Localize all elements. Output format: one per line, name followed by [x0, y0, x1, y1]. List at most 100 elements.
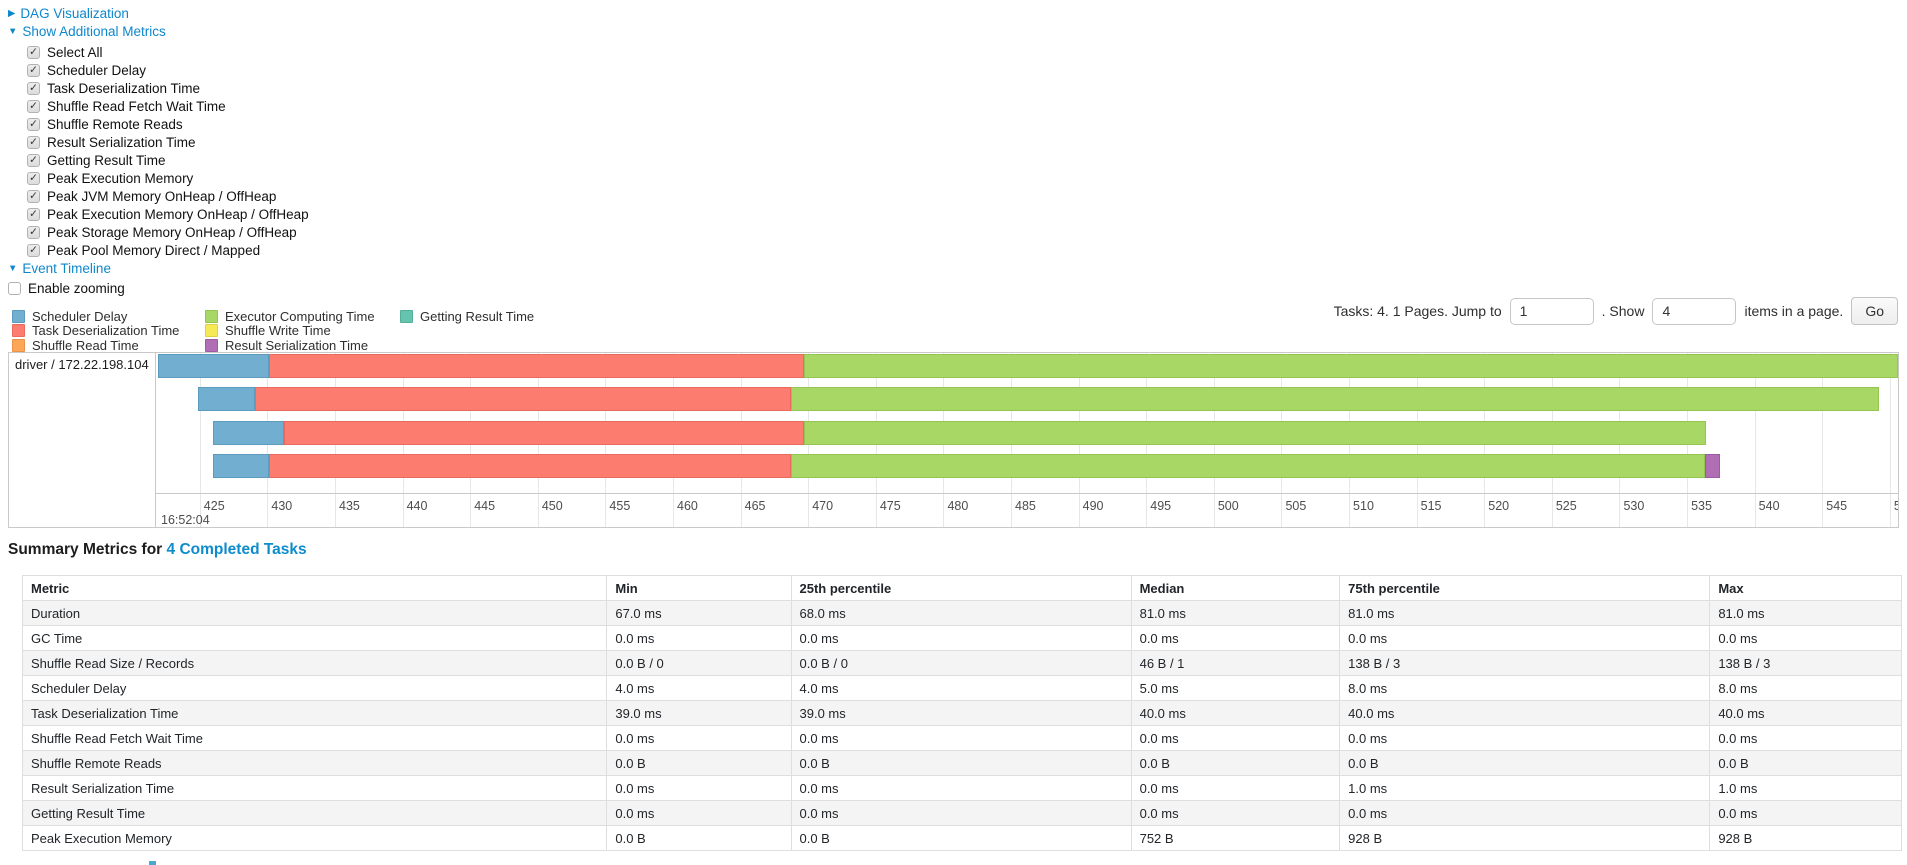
column-header-max: Max [1709, 575, 1902, 601]
timeline-segment-executor_computing[interactable] [804, 421, 1706, 445]
legend-item-task-deserialization-time: Task Deserialization Time [12, 323, 179, 338]
legend-label: Executor Computing Time [225, 308, 375, 324]
timeline-segment-task_deserialization[interactable] [268, 354, 805, 378]
metric-value-cell: 0.0 B / 0 [790, 650, 1132, 676]
metric-checkbox-peak-storage-memory-onheap-offheap[interactable]: ✓ Peak Storage Memory OnHeap / OffHeap [27, 223, 309, 241]
task-timeline-bar [156, 387, 1898, 411]
section-toggle-event-timeline[interactable]: ▼ Event Timeline [8, 261, 111, 276]
metric-checkbox-scheduler-delay[interactable]: ✓ Scheduler Delay [27, 61, 309, 79]
metric-checkbox-peak-execution-memory[interactable]: ✓ Peak Execution Memory [27, 169, 309, 187]
checkbox-checked-icon[interactable]: ✓ [27, 207, 40, 221]
metric-checkbox-task-deserialization-time[interactable]: ✓ Task Deserialization Time [27, 79, 309, 97]
axis-tick-label: 495 [1150, 499, 1172, 513]
checkbox-checked-icon[interactable]: ✓ [27, 135, 40, 149]
axis-tick-label: 540 [1758, 499, 1780, 513]
legend-swatch-icon [205, 309, 218, 323]
checkbox-checked-icon[interactable]: ✓ [27, 99, 40, 113]
timeline-segment-task_deserialization[interactable] [268, 454, 791, 478]
metric-name-cell: Shuffle Remote Reads [21, 750, 608, 776]
items-per-page-input[interactable] [1652, 297, 1737, 325]
metric-value-cell: 0.0 ms [1130, 625, 1341, 651]
metric-checkbox-select-all[interactable]: ✓ Select All [27, 43, 309, 61]
checkbox-checked-icon[interactable]: ✓ [27, 225, 40, 239]
metric-value-cell: 0.0 ms [790, 625, 1132, 651]
metric-name-cell: Peak Execution Memory [21, 825, 608, 851]
timeline-segment-scheduler_delay[interactable] [213, 421, 284, 445]
metric-checkbox-shuffle-read-fetch-wait-time[interactable]: ✓ Shuffle Read Fetch Wait Time [27, 97, 309, 115]
metric-value-cell: 81.0 ms [1130, 600, 1341, 626]
metric-value-cell: 67.0 ms [606, 600, 792, 626]
checkbox-checked-icon[interactable]: ✓ [27, 45, 40, 59]
timeline-segment-executor_computing[interactable] [790, 454, 1705, 478]
axis-tick-label: 485 [1015, 499, 1036, 513]
axis-tick-label: 480 [947, 499, 969, 513]
metric-value-cell: 138 B / 3 [1339, 650, 1711, 676]
checkbox-checked-icon[interactable]: ✓ [27, 153, 40, 167]
metric-value-cell: 68.0 ms [790, 600, 1132, 626]
timeline-segment-scheduler_delay[interactable] [198, 387, 256, 411]
metric-value-cell: 0.0 B [606, 825, 792, 851]
timeline-segment-executor_computing[interactable] [804, 354, 1898, 378]
timeline-segment-task_deserialization[interactable] [255, 387, 791, 411]
axis-tick-label: 515 [1420, 499, 1442, 513]
legend-swatch-icon [12, 324, 25, 338]
metric-checkbox-result-serialization-time[interactable]: ✓ Result Serialization Time [27, 133, 309, 151]
dag-visualization-link[interactable]: DAG Visualization [20, 6, 129, 21]
axis-tick-label: 545 [1826, 499, 1848, 513]
metric-value-cell: 0.0 B [1709, 750, 1902, 776]
show-additional-metrics-link[interactable]: Show Additional Metrics [22, 24, 166, 39]
metric-value-cell: 0.0 B [1130, 750, 1341, 776]
event-timeline-link[interactable]: Event Timeline [22, 261, 111, 276]
timeline-gridline [1754, 353, 1756, 527]
metric-checkbox-getting-result-time[interactable]: ✓ Getting Result Time [27, 151, 309, 169]
metric-value-cell: 0.0 B [1339, 750, 1711, 776]
timeline-segment-task_deserialization[interactable] [283, 421, 805, 445]
metrics-checkbox-list: ✓ Select All ✓ Scheduler Delay ✓ Task Deseria… [27, 43, 309, 259]
metric-checkbox-label: Peak Execution Memory [47, 170, 194, 186]
enable-zooming-checkbox-row[interactable]: Enable zooming [8, 279, 125, 297]
axis-tick-label: 470 [812, 499, 834, 513]
checkbox-checked-icon[interactable]: ✓ [27, 81, 40, 95]
checkbox-checked-icon[interactable]: ✓ [27, 117, 40, 131]
metric-value-cell: 0.0 ms [1339, 725, 1711, 751]
timeline-segment-scheduler_delay[interactable] [157, 354, 269, 378]
jump-to-page-input[interactable] [1509, 297, 1594, 325]
legend-item-scheduler-delay: Scheduler Delay [12, 309, 179, 324]
section-toggle-additional-metrics[interactable]: ▼ Show Additional Metrics [8, 24, 166, 39]
metric-value-cell: 4.0 ms [790, 675, 1132, 701]
timeline-segment-result_serialization[interactable] [1704, 454, 1720, 478]
checkbox-checked-icon[interactable]: ✓ [27, 189, 40, 203]
metric-checkbox-label: Peak Execution Memory OnHeap / OffHeap [47, 206, 309, 222]
chevron-right-icon: ▶ [8, 7, 16, 19]
task-timeline-bar [156, 454, 1898, 478]
section-toggle-dag-visualization[interactable]: ▶ DAG Visualization [8, 6, 129, 21]
task-timeline-bar [156, 421, 1898, 445]
axis-tick-label: 450 [541, 499, 563, 513]
legend-label: Scheduler Delay [32, 308, 128, 324]
checkbox-checked-icon[interactable]: ✓ [27, 243, 40, 257]
metric-name-cell: Task Deserialization Time [21, 700, 608, 726]
metric-checkbox-peak-pool-memory-direct-mapped[interactable]: ✓ Peak Pool Memory Direct / Mapped [27, 241, 309, 259]
checkbox-unchecked-icon[interactable] [8, 281, 21, 295]
items-in-page-text: items in a page. [1744, 303, 1844, 319]
checkbox-checked-icon[interactable]: ✓ [27, 63, 40, 77]
go-button[interactable]: Go [1851, 297, 1898, 325]
metric-value-cell: 0.0 B [790, 825, 1132, 851]
table-row: GC Time 0.0 ms 0.0 ms 0.0 ms 0.0 ms 0.0 ms [21, 625, 1902, 651]
axis-tick-label: 500 [1217, 499, 1239, 513]
metric-checkbox-peak-jvm-memory-onheap-offheap[interactable]: ✓ Peak JVM Memory OnHeap / OffHeap [27, 187, 309, 205]
timeline-segment-executor_computing[interactable] [790, 387, 1880, 411]
metric-value-cell: 8.0 ms [1709, 675, 1902, 701]
axis-tick-label: 525 [1555, 499, 1577, 513]
checkbox-checked-icon[interactable]: ✓ [27, 171, 40, 185]
metric-value-cell: 0.0 ms [606, 625, 792, 651]
axis-tick-label: 460 [677, 499, 698, 513]
metric-checkbox-peak-execution-memory-onheap-offheap[interactable]: ✓ Peak Execution Memory OnHeap / OffHeap [27, 205, 309, 223]
legend-item-getting-result-time: Getting Result Time [400, 309, 534, 324]
timeline-segment-scheduler_delay[interactable] [213, 454, 269, 478]
metric-checkbox-label: Task Deserialization Time [47, 80, 201, 96]
metric-value-cell: 0.0 ms [1130, 775, 1341, 801]
metric-checkbox-shuffle-remote-reads[interactable]: ✓ Shuffle Remote Reads [27, 115, 309, 133]
completed-tasks-link[interactable]: 4 Completed Tasks [166, 541, 307, 558]
legend-label: Getting Result Time [420, 308, 535, 324]
